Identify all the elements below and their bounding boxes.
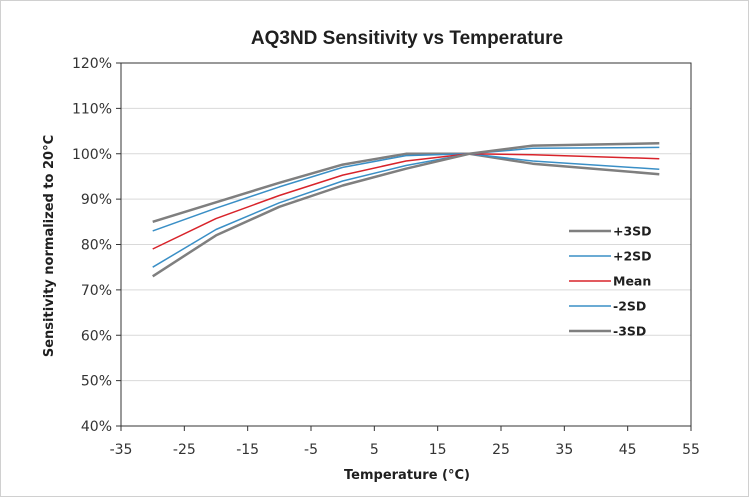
legend-label: -3SD [613,324,646,339]
x-axis-label: Temperature (°C) [344,468,470,483]
series-line [152,142,660,278]
legend-label: +2SD [613,249,652,264]
x-tick-label: 5 [370,442,379,458]
x-tick-label: -25 [173,442,196,458]
chart-title: AQ3ND Sensitivity vs Temperature [251,28,563,49]
y-tick-label: 100% [72,147,112,163]
series-line [152,153,660,250]
y-tick-label: 50% [81,374,112,390]
series-line [152,146,660,268]
series-line [152,153,660,232]
y-tick-label: 110% [72,101,112,117]
y-tick-labels: 40% 50% 60% 70% 80% 90% 100% 110% 120% [72,56,112,435]
y-tick-label: 60% [81,328,112,344]
x-tick-label: -35 [110,442,133,458]
x-tick-label: -5 [304,442,318,458]
x-tick-label: 15 [429,442,447,458]
legend: +3SD +2SD Mean -2SD -3SD [569,224,652,339]
legend-label: +3SD [613,224,652,239]
axes [116,62,692,431]
legend-label: Mean [613,274,651,289]
x-tick-label: 55 [682,442,700,458]
x-tick-labels: -35 -25 -15 -5 5 15 25 35 45 55 [110,442,700,458]
x-tick-label: 35 [555,442,573,458]
y-tick-label: 120% [72,56,112,72]
x-tick-label: -15 [236,442,259,458]
gridlines [121,107,691,382]
series-line [152,152,660,223]
legend-label: -2SD [613,299,646,314]
y-axis-label: Sensitivity normalized to 20°C [42,135,57,357]
y-tick-label: 40% [81,419,112,435]
y-tick-label: 70% [81,283,112,299]
series-lines [152,142,660,278]
y-tick-label: 90% [81,192,112,208]
x-tick-label: 25 [492,442,510,458]
x-tick-label: 45 [619,442,637,458]
y-tick-label: 80% [81,238,112,254]
